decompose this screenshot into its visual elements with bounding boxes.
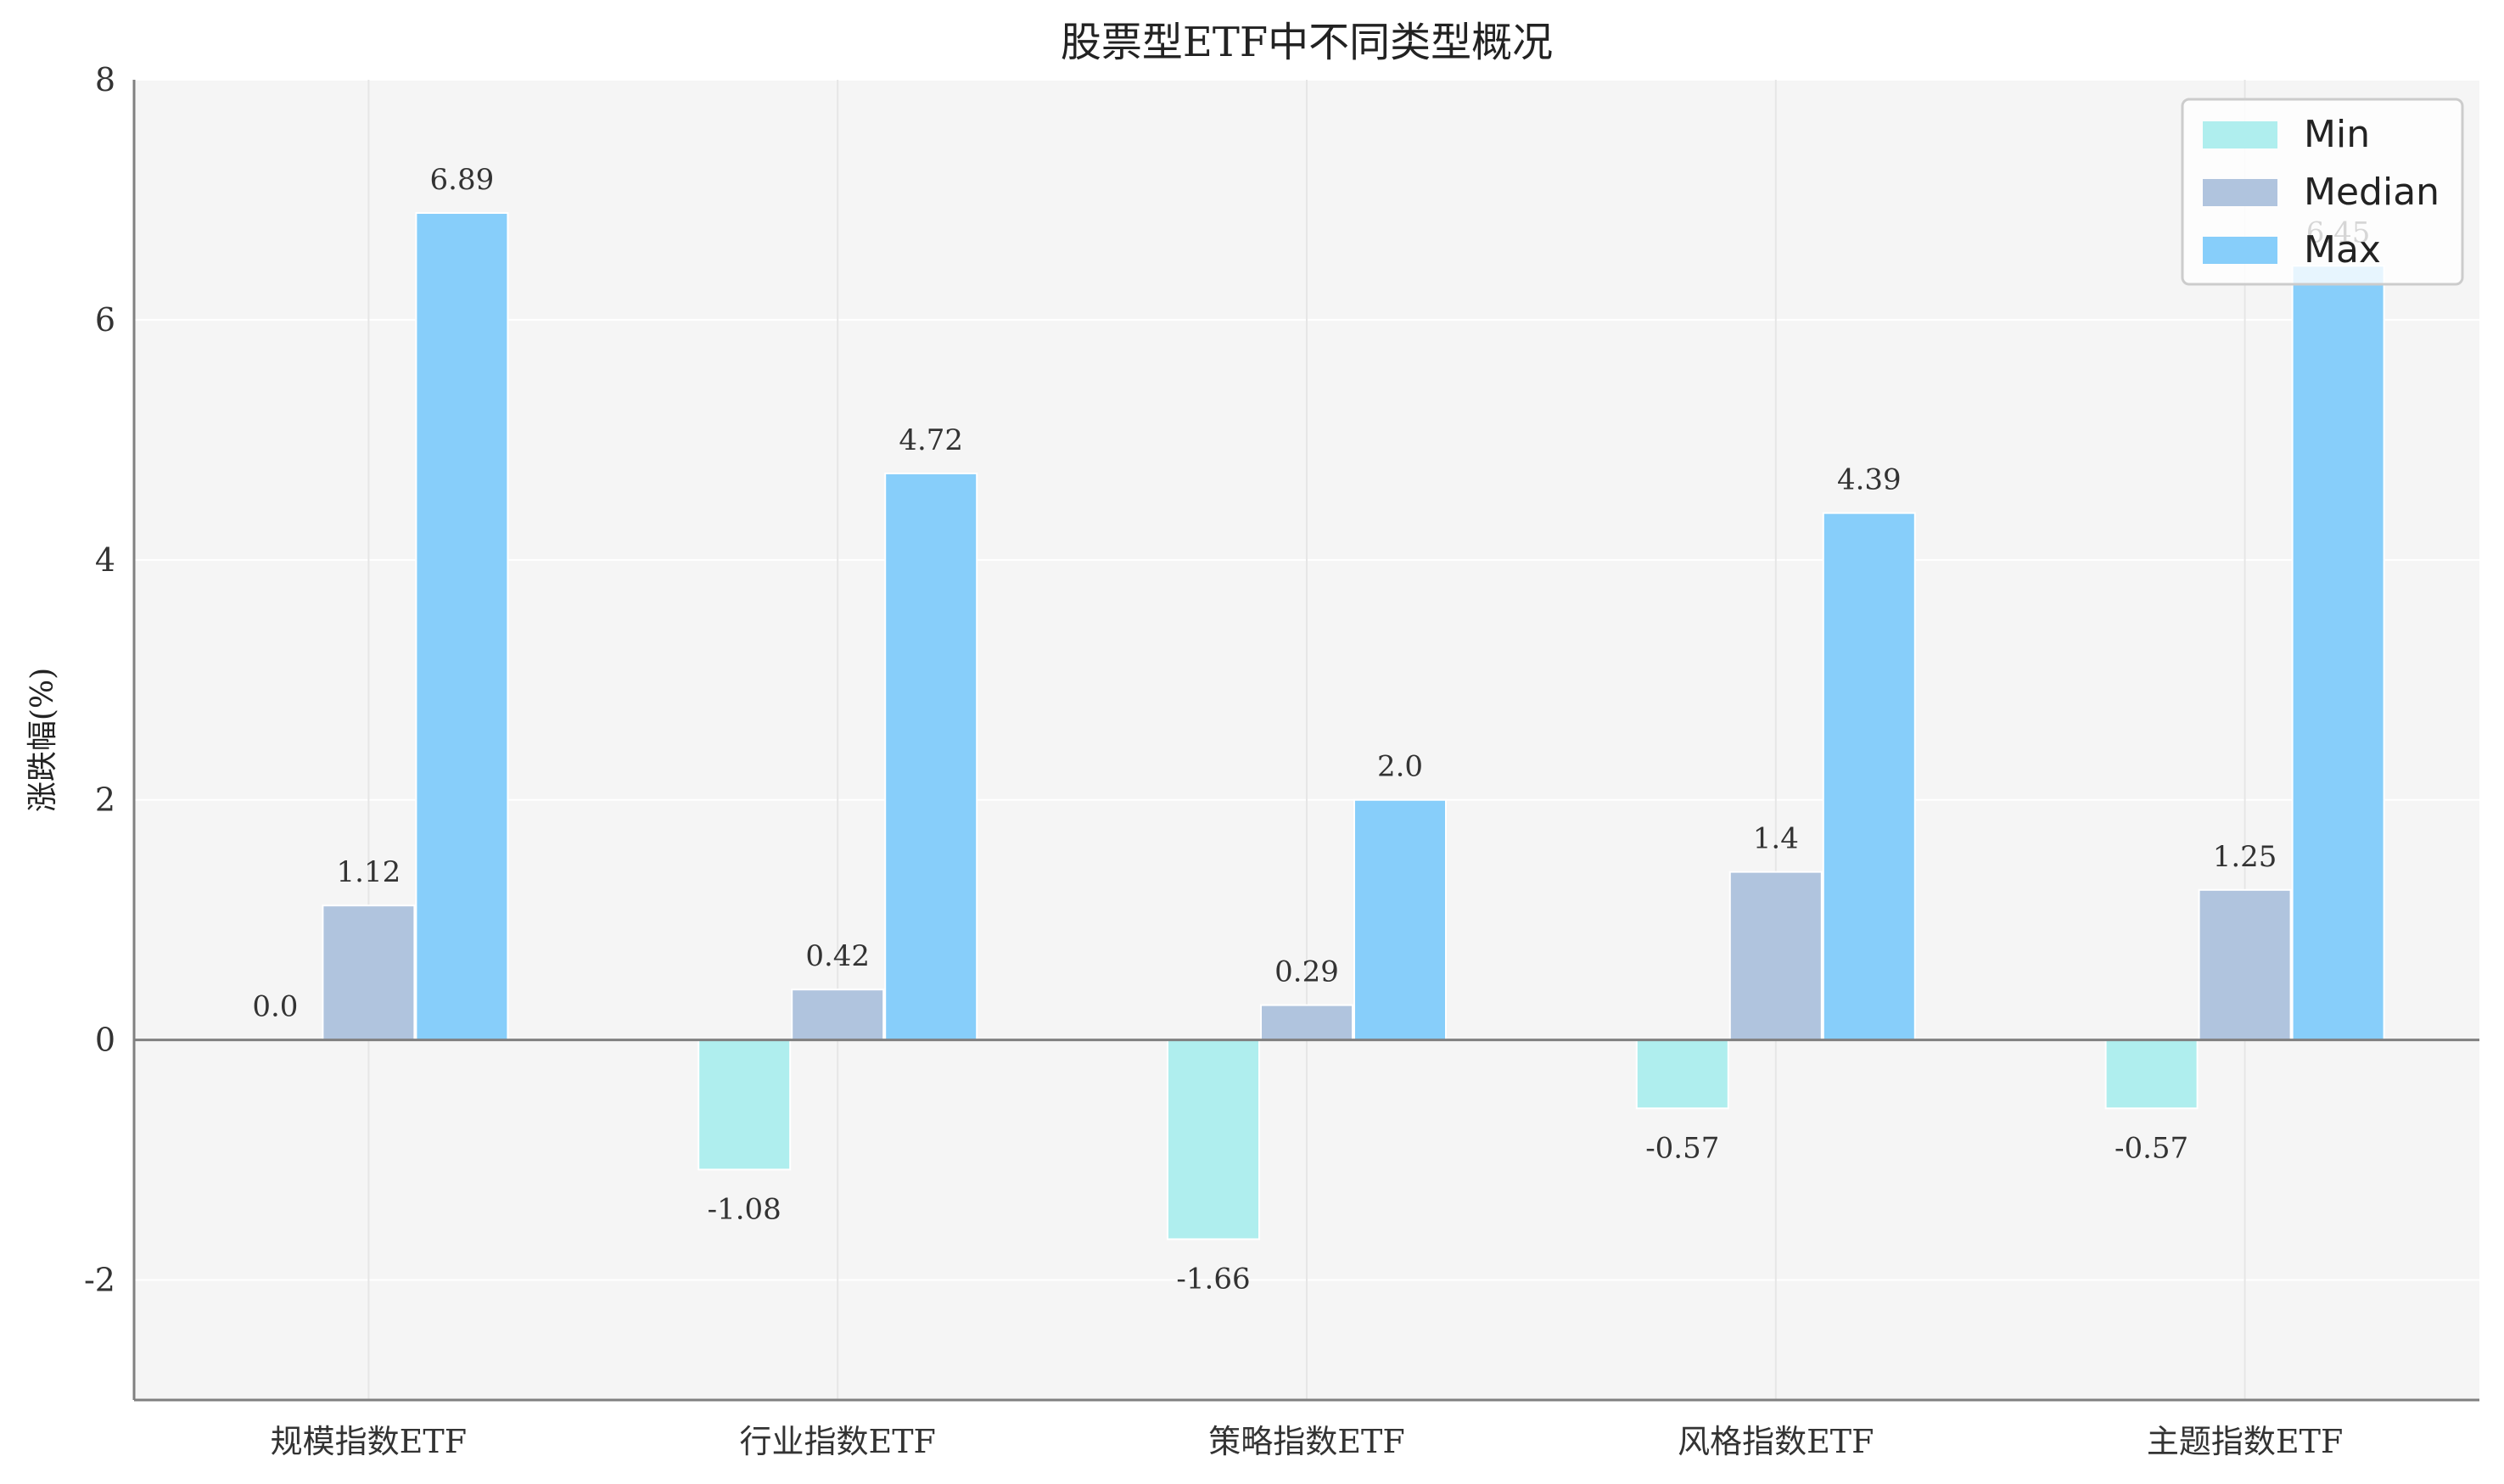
x-tick-label: 风格指数ETF (1678, 1423, 1874, 1460)
data-label: -1.08 (708, 1192, 781, 1226)
bar-min (697, 1039, 792, 1171)
bar-median (2198, 888, 2292, 1041)
legend: Min Median Max (2181, 98, 2464, 286)
data-label: 4.39 (1837, 463, 1902, 497)
x-tick-label: 规模指数ETF (271, 1423, 467, 1460)
legend-label: Min (2304, 113, 2370, 156)
legend-swatch (2203, 237, 2277, 264)
data-label: 1.25 (2213, 840, 2277, 874)
y-tick-label: 6 (95, 301, 115, 339)
bar-min (1635, 1039, 1729, 1110)
y-axis-label: 涨跌幅(%) (25, 668, 60, 812)
legend-label: Median (2304, 171, 2440, 214)
data-label: 1.4 (1753, 822, 1799, 856)
data-label: 6.89 (430, 163, 495, 197)
y-tick-label: 2 (95, 781, 115, 819)
data-label: 0.0 (252, 990, 298, 1024)
legend-swatch (2203, 179, 2277, 206)
y-tick-label: -2 (84, 1262, 115, 1299)
data-label: 4.72 (899, 423, 963, 457)
bar-max (2291, 265, 2385, 1041)
bar-median (791, 988, 885, 1041)
y-tick-label: 8 (95, 61, 115, 98)
y-tick-labels: -2 0 2 4 6 8 (84, 61, 115, 1299)
bar-median (1260, 1004, 1353, 1041)
data-label: 0.42 (805, 939, 870, 973)
x-tick-label: 行业指数ETF (739, 1423, 935, 1460)
data-label: -0.57 (2115, 1131, 2188, 1165)
data-label: 2.0 (1377, 750, 1423, 784)
x-tick-labels: 规模指数ETF 行业指数ETF 策略指数ETF 风格指数ETF 主题指数ETF (271, 1423, 2344, 1460)
axes (132, 80, 2479, 1402)
x-tick-label: 主题指数ETF (2147, 1423, 2343, 1460)
data-label: 0.29 (1274, 955, 1339, 989)
bar-median (322, 904, 416, 1041)
bar-max (884, 472, 978, 1041)
y-tick-label: 4 (95, 541, 115, 579)
data-label: -0.57 (1645, 1131, 1719, 1165)
bar-max (1353, 798, 1447, 1041)
chart-title: 股票型ETF中不同类型概况 (1061, 19, 1553, 66)
bar-max (415, 212, 509, 1041)
legend-label: Max (2304, 228, 2381, 272)
legend-swatch (2203, 121, 2277, 148)
x-tick-label: 策略指数ETF (1208, 1423, 1404, 1460)
data-label: 1.12 (337, 855, 401, 889)
data-label: -1.66 (1176, 1262, 1250, 1296)
y-tick-label: 0 (95, 1022, 115, 1059)
bar-median (1728, 871, 1823, 1041)
bar-min (2104, 1039, 2199, 1110)
bar-max (1822, 512, 1916, 1041)
bar-min (1167, 1039, 1260, 1240)
